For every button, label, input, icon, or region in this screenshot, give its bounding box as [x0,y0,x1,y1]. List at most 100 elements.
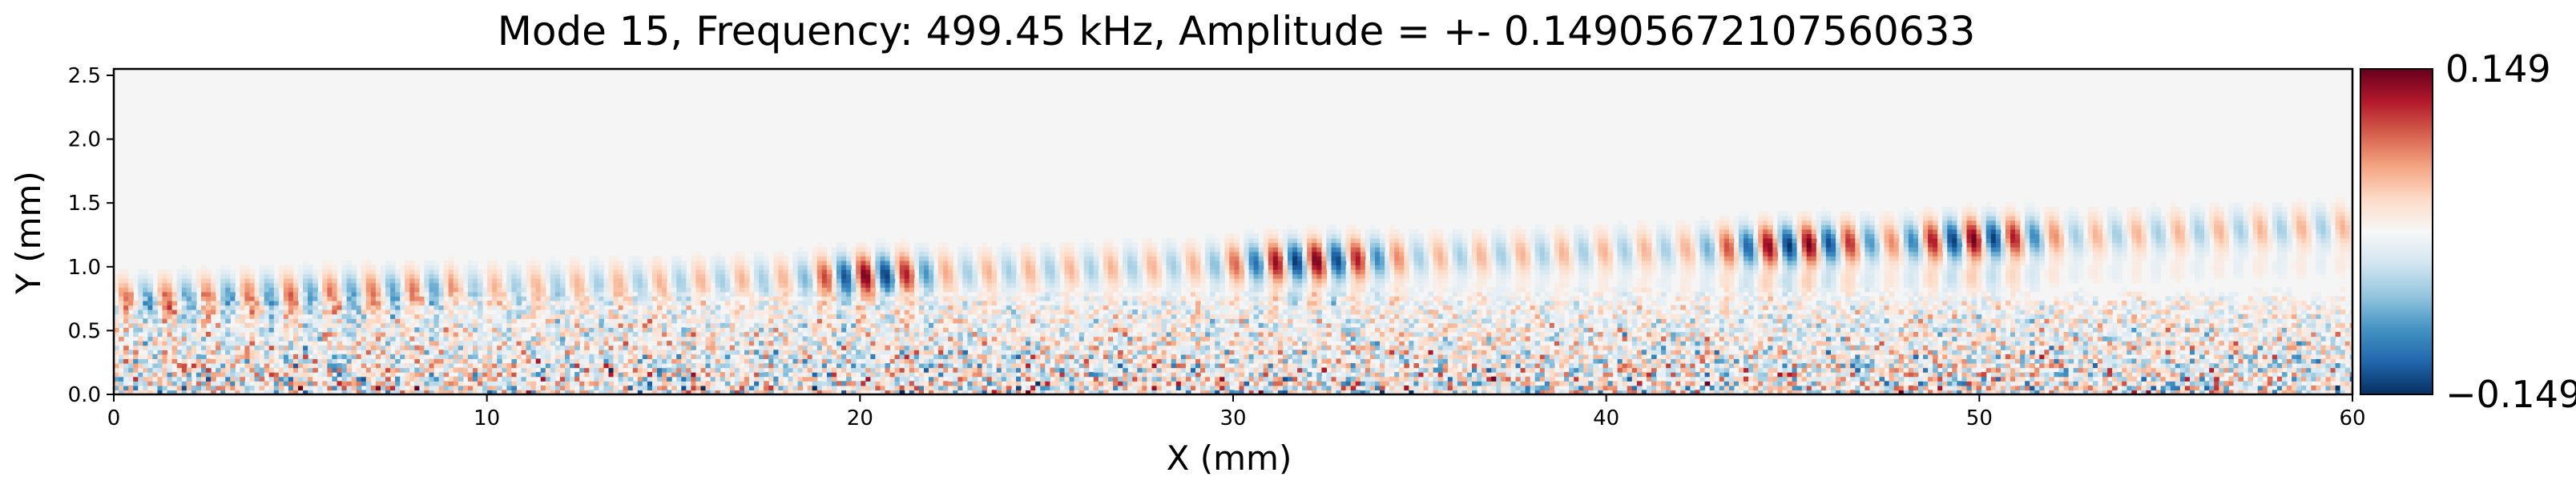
heatmap-cell [448,273,454,279]
heatmap-cell [729,327,736,333]
heatmap-cell [405,287,410,293]
heatmap-cell [361,273,367,279]
heatmap-cell [443,327,449,333]
heatmap-cell [1006,390,1012,394]
heatmap-cell [957,318,963,324]
heatmap-cell [181,305,187,310]
heatmap-cell [894,350,901,355]
heatmap-cell [739,390,745,394]
heatmap-cell [216,322,221,328]
heatmap-cell [240,327,246,333]
heatmap-cell [700,385,707,391]
heatmap-cell [162,354,168,359]
heatmap-cell [836,269,842,275]
heatmap-cell [482,367,488,373]
heatmap-cell [821,381,828,386]
heatmap-cell [720,372,726,378]
heatmap-cell [705,278,712,284]
heatmap-cell [739,273,745,279]
heatmap-cell [972,385,978,391]
heatmap-cell [642,309,648,315]
heatmap-cell [773,341,779,346]
heatmap-cell [502,291,507,297]
heatmap-cell [948,256,953,261]
heatmap-cell [429,376,435,382]
heatmap-cell [458,322,464,328]
heatmap-cell [807,354,813,359]
heatmap-cell [894,318,901,324]
heatmap-cell [851,318,857,324]
heatmap-cell [351,309,357,315]
heatmap-cell [167,381,173,386]
heatmap-cell [240,385,246,391]
heatmap-cell [788,376,794,382]
heatmap-cell [705,269,712,275]
heatmap-cell [841,372,847,378]
heatmap-cell [720,354,726,359]
heatmap-cell [492,273,498,279]
heatmap-cell [414,313,420,319]
heatmap-cell [812,363,818,369]
heatmap-cell [196,341,202,346]
heatmap-cell [599,309,605,315]
heatmap-cell [695,269,702,275]
heatmap-cell [846,372,852,378]
heatmap-cell [419,367,425,373]
heatmap-cell [133,341,139,346]
heatmap-cell [332,282,338,288]
heatmap-cell [986,296,993,301]
heatmap-cell [497,327,502,333]
heatmap-cell [632,313,639,319]
heatmap-cell [429,309,435,315]
heatmap-cell [138,358,143,364]
heatmap-cell [933,313,939,319]
heatmap-cell [913,265,920,270]
heatmap-cell [497,301,502,306]
heatmap-cell [889,282,896,288]
heatmap-cell [982,282,988,288]
heatmap-cell [637,358,643,364]
heatmap-cell [171,385,178,391]
heatmap-cell [715,341,721,346]
heatmap-cell [831,390,837,394]
heatmap-cell [492,305,498,310]
heatmap-cell [816,291,823,297]
heatmap-cell [889,358,896,364]
heatmap-cell [802,305,808,310]
heatmap-cell [826,322,832,328]
heatmap-cell [462,309,469,315]
heatmap-cell [986,358,993,364]
heatmap-cell [521,367,527,373]
heatmap-cell [308,296,313,301]
heatmap-cell [904,251,910,257]
heatmap-cell [240,309,246,315]
heatmap-cell [327,269,333,275]
heatmap-cell [831,332,837,337]
heatmap-cell [807,350,813,355]
heatmap-cell [497,372,502,378]
heatmap-cell [1010,354,1017,359]
heatmap-cell [929,313,934,319]
heatmap-cell [467,358,474,364]
heatmap-cell [948,385,953,391]
heatmap-cell [865,390,871,394]
heatmap-cell [627,301,634,306]
heatmap-cell [327,305,333,310]
heatmap-cell [710,318,716,324]
heatmap-cell [977,354,983,359]
heatmap-cell [821,296,828,301]
heatmap-cell [473,390,478,394]
heatmap-cell [443,273,449,279]
heatmap-cell [676,282,682,288]
heatmap-cell [627,345,634,350]
heatmap-cell [1001,350,1007,355]
heatmap-cell [283,350,289,355]
heatmap-cell [913,390,920,394]
heatmap-cell [278,309,284,315]
heatmap-cell [365,332,372,337]
heatmap-cell [667,350,672,355]
heatmap-cell [395,305,401,310]
heatmap-cell [754,372,760,378]
heatmap-cell [759,305,764,310]
heatmap-cell [216,269,221,275]
